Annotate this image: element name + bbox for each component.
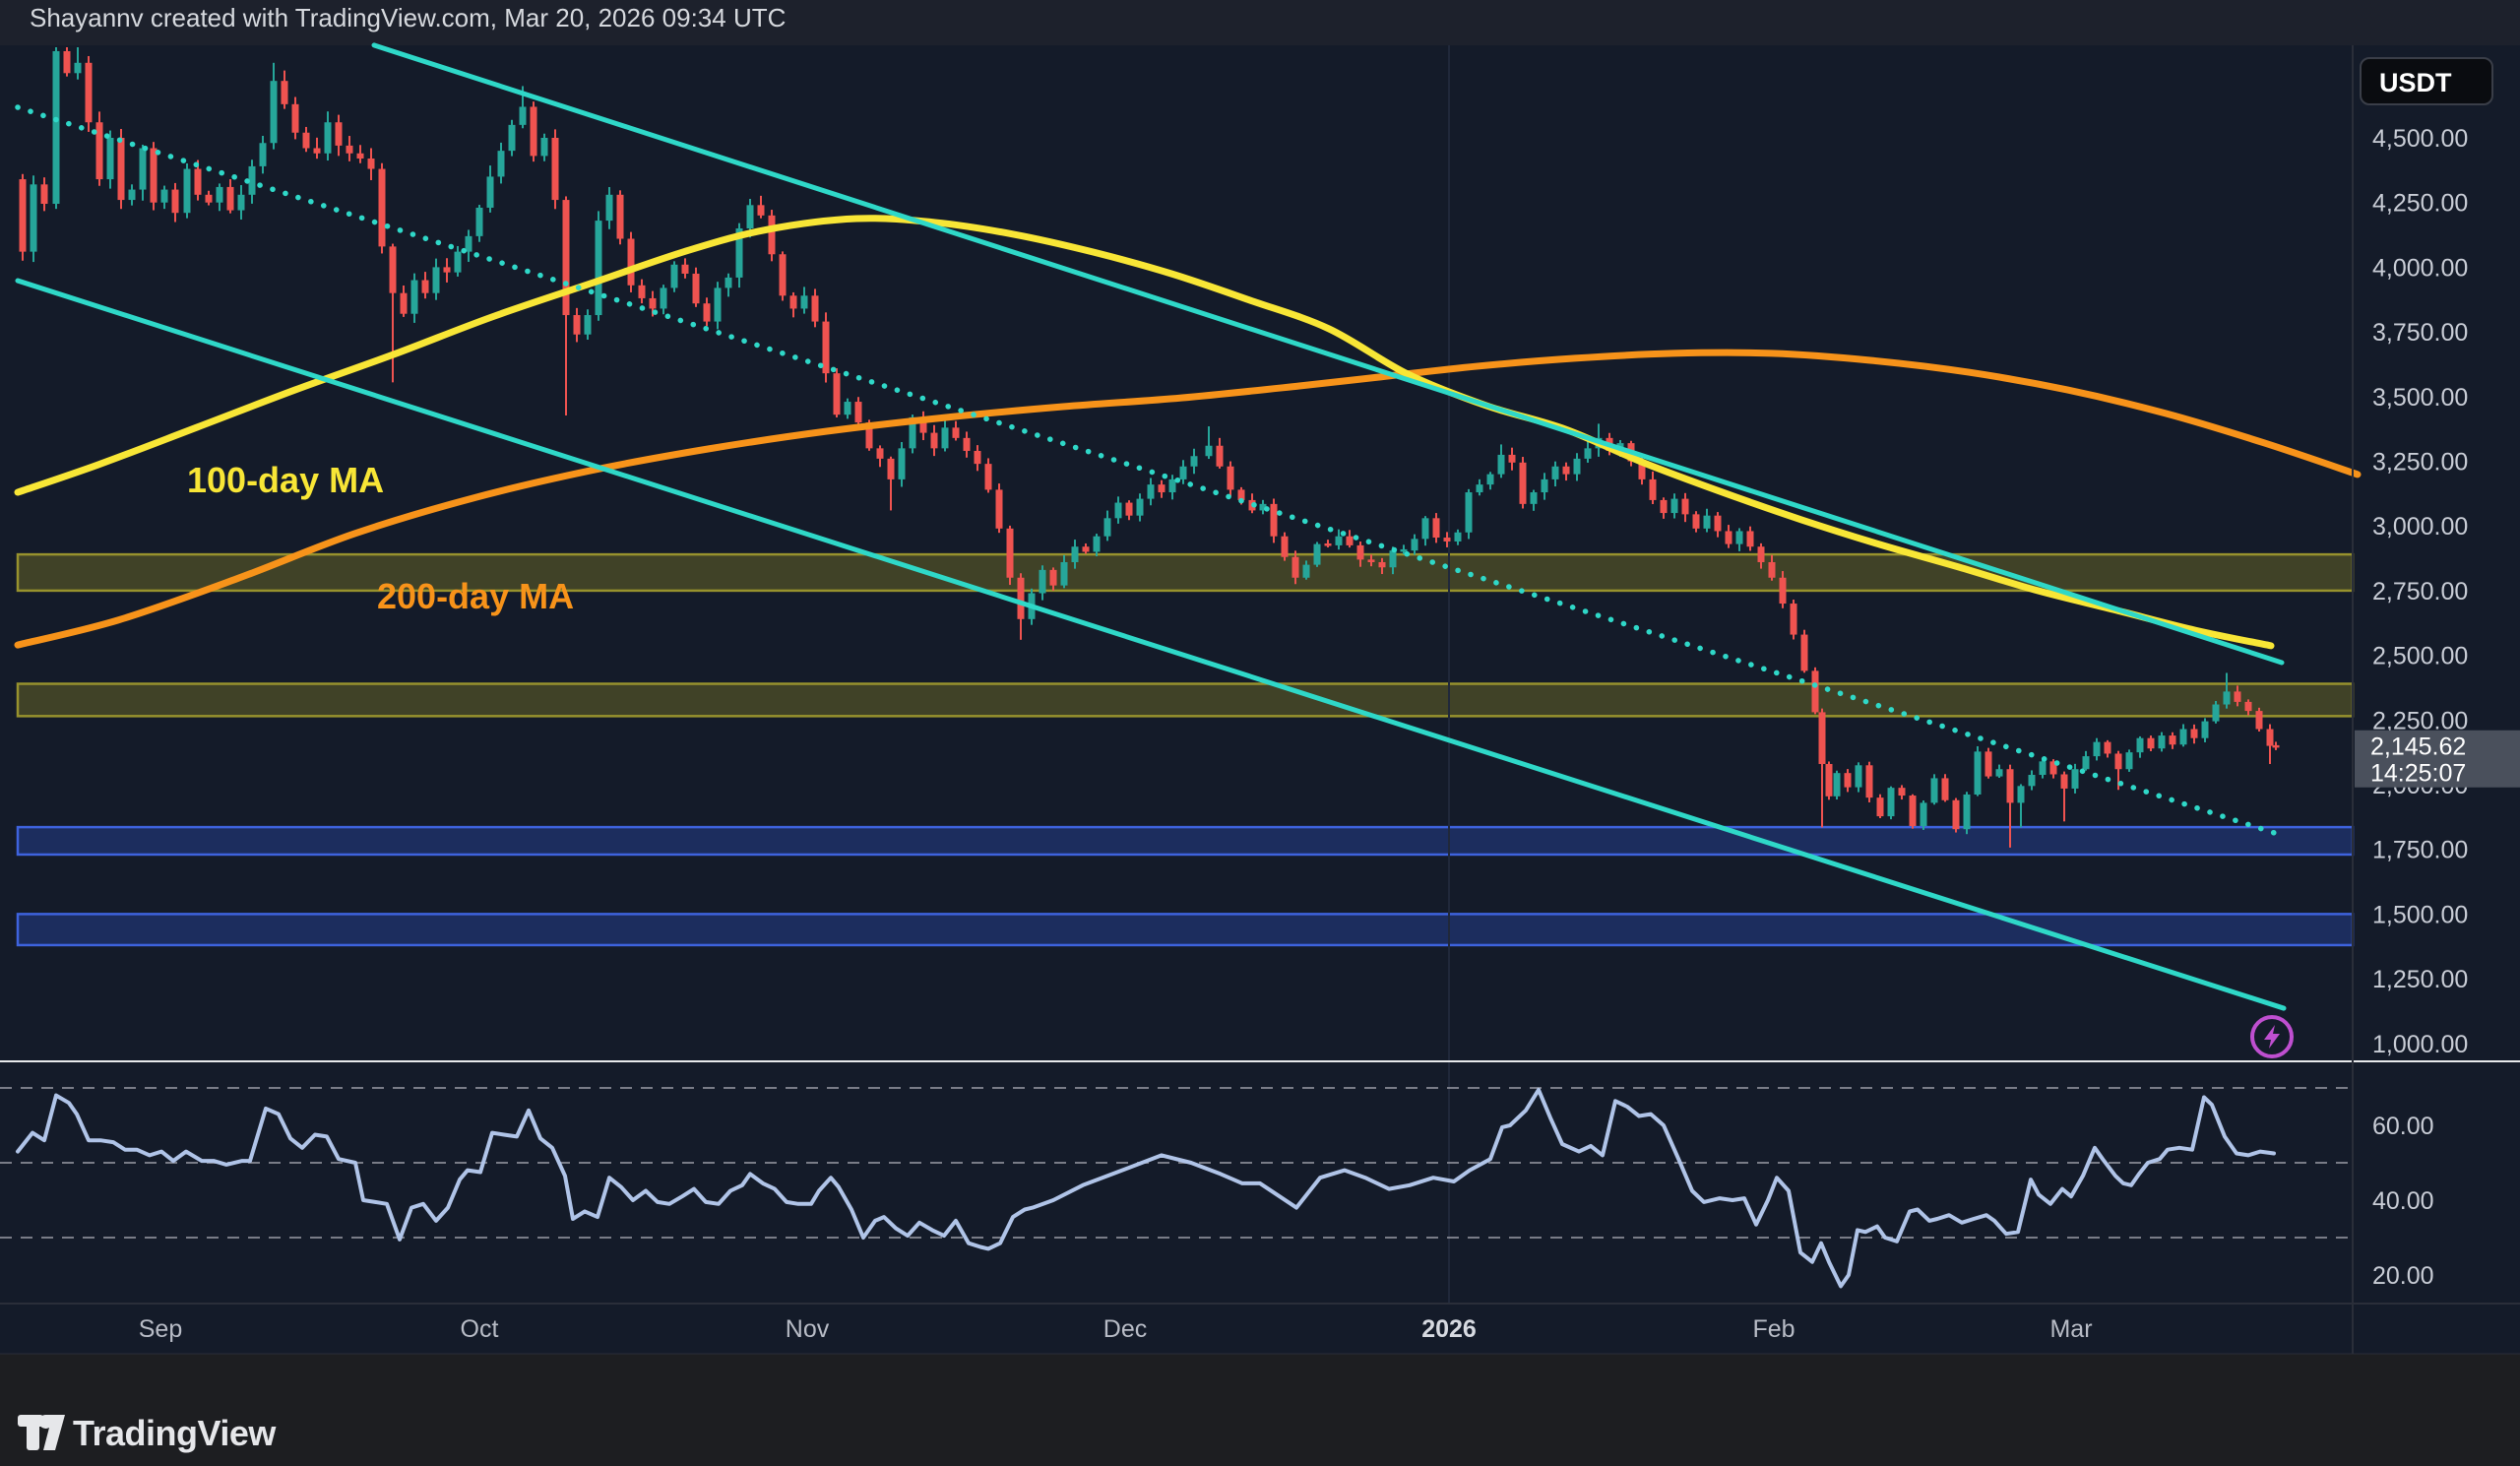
price-tick: 1,750.00 [2372,837,2468,864]
main-chart-area[interactable]: 100-day MA 200-day MA [14,42,2362,1304]
trend-channel-lines [15,42,2287,1011]
price-tick: 1,500.00 [2372,901,2468,928]
time-label-Oct: Oct [461,1315,499,1343]
currency-badge-label: USDT [2379,68,2452,97]
price-axis[interactable]: 4,500.00 4,250.00 4,000.00 3,750.00 3,500.00… [2352,45,2468,1354]
price-tick: 4,000.00 [2372,254,2468,282]
tradingview-logo[interactable]: TradingView [18,1413,278,1453]
price-tick: 3,000.00 [2372,513,2468,541]
zone-support-lower [16,913,2355,947]
price-tick: 3,250.00 [2372,449,2468,477]
price-axis-ticks: 4,500.00 4,250.00 4,000.00 3,750.00 3,500.00… [2372,125,2468,1058]
rsi-tick: 60.00 [2372,1113,2434,1140]
price-tick: 3,500.00 [2372,384,2468,412]
bottom-bar [0,1354,2520,1466]
tradingview-logo-text: TradingView [73,1413,277,1453]
trendline-channel-top[interactable] [371,42,2285,666]
time-label-Dec: Dec [1103,1315,1147,1343]
time-label-Feb: Feb [1752,1315,1795,1343]
ma200-label: 200-day MA [377,576,574,616]
tradingview-logo-icon [18,1414,65,1450]
trendline-channel-bottom[interactable] [15,278,2287,1011]
ma200-line [14,349,2362,649]
current-price-badge: 2,145.62 14:25:07 [2355,730,2520,788]
candle-countdown: 14:25:07 [2370,760,2466,788]
price-tick: 3,750.00 [2372,319,2468,347]
rsi-tick: 20.00 [2372,1262,2434,1290]
time-label-Sep: Sep [139,1315,182,1343]
lightning-idea-icon[interactable] [2250,1015,2294,1058]
zone-resistance-lower [16,682,2355,718]
rsi-axis-ticks: 60.00 40.00 20.00 [2372,1113,2434,1290]
current-price-value: 2,145.62 [2370,733,2466,761]
price-tick: 2,750.00 [2372,578,2468,606]
ma100-label: 100-day MA [187,460,384,500]
price-tick: 1,000.00 [2372,1031,2468,1058]
price-tick: 1,250.00 [2372,966,2468,993]
ma100-line [14,215,2275,650]
time-axis[interactable]: Sep Oct Nov Dec 2026 Feb Mar [0,1303,2520,1355]
price-tick: 2,250.00 [2372,707,2468,734]
time-label-Nov: Nov [786,1315,830,1343]
chart-credit: Shayannv created with TradingView.com, M… [30,3,786,32]
month-labels: Sep Oct Nov Dec 2026 Feb Mar [139,1315,2093,1343]
price-tick: 2,500.00 [2372,643,2468,670]
rsi-pane[interactable] [0,1087,2353,1289]
moving-averages [14,215,2362,650]
price-tick: 4,500.00 [2372,125,2468,153]
time-label-Mar: Mar [2049,1315,2092,1343]
currency-badge: USDT [2360,57,2493,105]
trendline-channel-mid[interactable] [15,104,2287,839]
zone-support-upper [16,825,2355,857]
top-bar [0,0,2520,45]
time-label-2026: 2026 [1421,1315,1477,1343]
rsi-line [16,1087,2276,1289]
rsi-tick: 40.00 [2372,1187,2434,1215]
price-tick: 4,250.00 [2372,190,2468,218]
